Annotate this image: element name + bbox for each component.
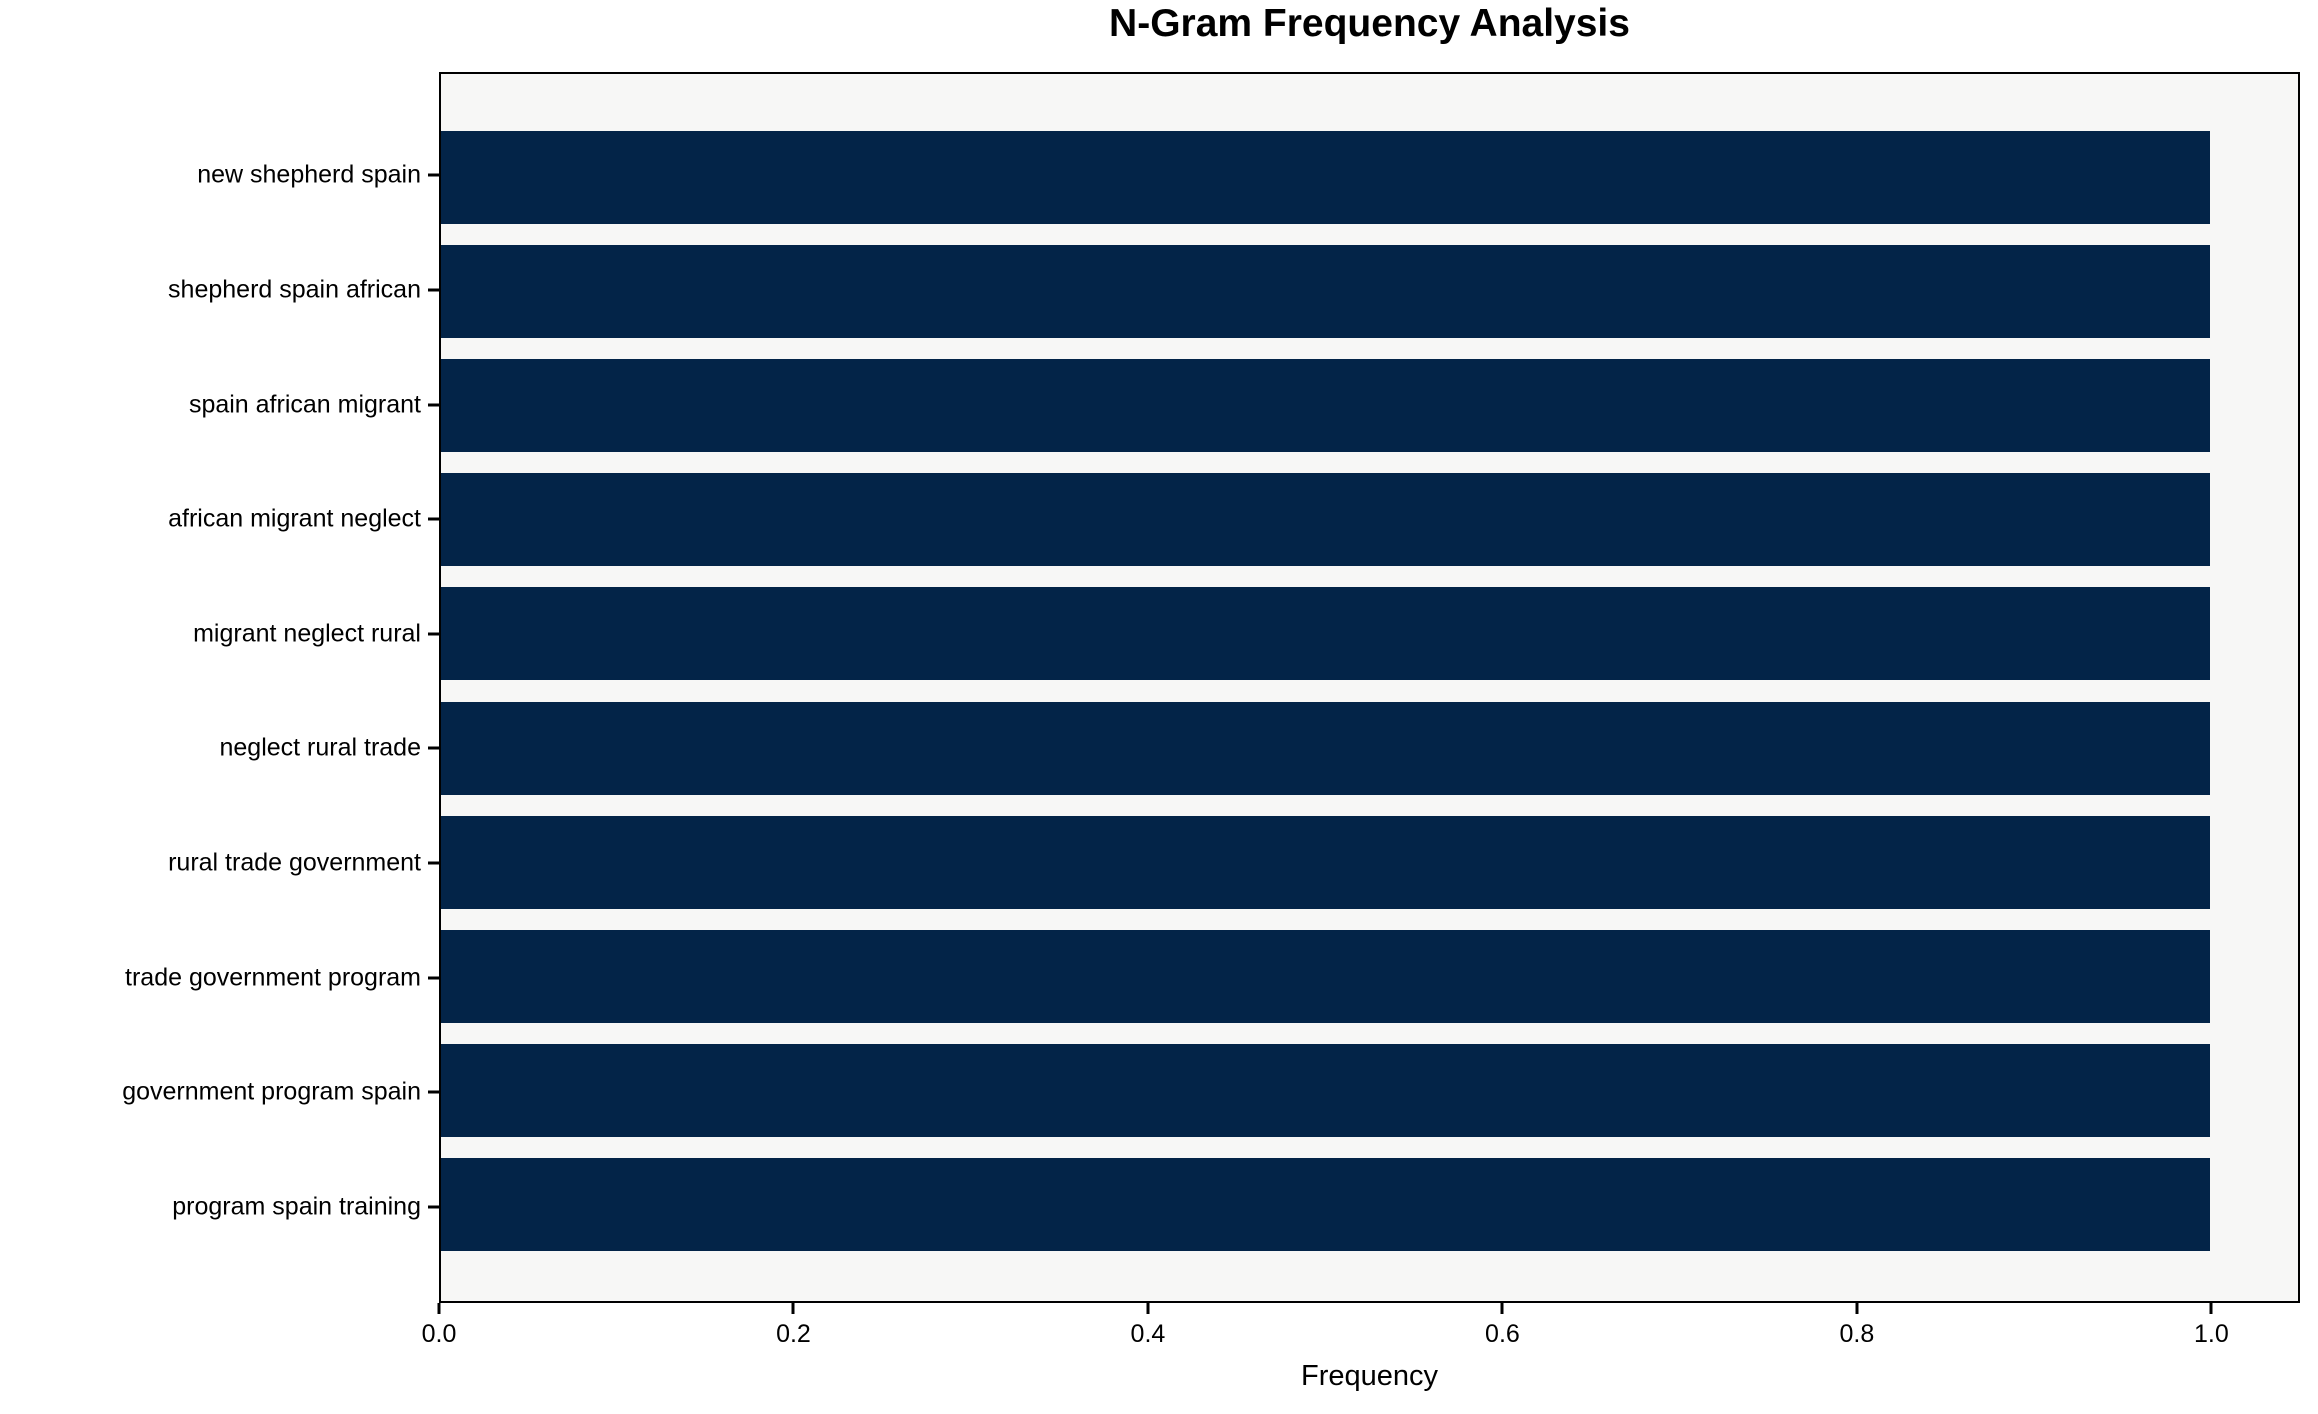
x-tick-label: 0.0 [421, 1320, 457, 1348]
y-tick-mark [428, 976, 439, 979]
bar [441, 587, 2210, 681]
y-tick-label: new shepherd spain [197, 160, 421, 189]
y-tick-mark [428, 861, 439, 865]
x-tick-mark [791, 1303, 795, 1314]
bar [441, 815, 2210, 909]
x-tick-mark [1500, 1303, 1504, 1314]
x-tick-mark [1146, 1303, 1150, 1314]
x-tick-label: 0.2 [776, 1320, 811, 1348]
y-tick-mark [428, 403, 439, 406]
bar [441, 130, 2210, 224]
bar-row [441, 1034, 2298, 1148]
x-tick-mark [2209, 1303, 2213, 1314]
bar-row [441, 919, 2298, 1033]
y-tick-label: rural trade government [168, 848, 421, 877]
bar [441, 701, 2210, 795]
bar [441, 1158, 2210, 1252]
y-tick-label: spain african migrant [188, 390, 421, 418]
x-axis-title: Frequency [1300, 1360, 1438, 1392]
x-tick-mark [1855, 1303, 1859, 1314]
y-tick-mark [428, 1090, 439, 1094]
bar-row [441, 577, 2298, 691]
bar-row [441, 805, 2298, 919]
x-tick-label: 1.0 [2193, 1320, 2229, 1348]
y-tick-mark [428, 746, 439, 750]
y-tick-label: neglect rural trade [219, 733, 421, 762]
x-tick-label: 0.4 [1130, 1320, 1166, 1348]
bar-row [441, 348, 2298, 462]
y-tick-mark [428, 288, 439, 292]
bar-row [441, 120, 2298, 234]
y-tick-mark [428, 173, 439, 177]
bar [441, 473, 2210, 567]
chart-title: N-Gram Frequency Analysis [1109, 2, 1630, 45]
bar [441, 359, 2210, 452]
bar-row [441, 463, 2298, 577]
y-tick-label: shepherd spain african [168, 275, 421, 304]
bar [441, 1044, 2210, 1138]
bar [441, 930, 2210, 1024]
x-tick-mark [437, 1303, 441, 1314]
x-tick-label: 0.6 [1485, 1320, 1520, 1348]
y-tick-mark [428, 632, 439, 636]
bar-row [441, 691, 2298, 805]
bar-row [441, 1148, 2298, 1262]
bar-row [441, 234, 2298, 348]
x-tick-label: 0.8 [1839, 1320, 1875, 1348]
bar [441, 244, 2210, 338]
y-tick-label: trade government program [125, 963, 421, 991]
y-tick-mark [428, 1205, 439, 1209]
y-tick-label: african migrant neglect [168, 504, 421, 533]
y-tick-label: program spain training [172, 1192, 421, 1221]
plot-area [439, 72, 2300, 1303]
y-tick-label: government program spain [122, 1077, 421, 1106]
y-tick-label: migrant neglect rural [193, 619, 421, 648]
y-tick-mark [428, 517, 439, 521]
